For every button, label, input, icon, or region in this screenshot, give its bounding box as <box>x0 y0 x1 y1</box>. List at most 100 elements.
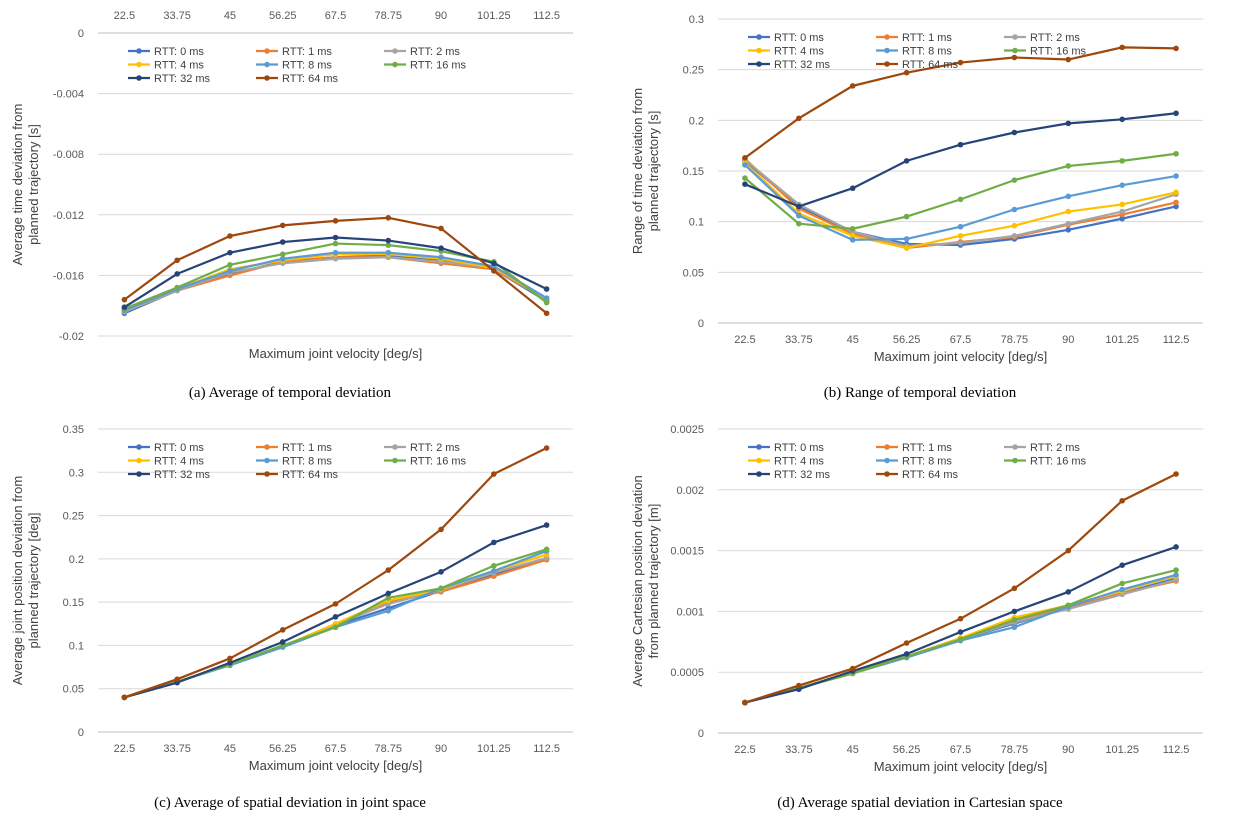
legend-swatch-marker <box>264 471 270 477</box>
legend-label: RTT: 1 ms <box>902 442 952 454</box>
data-point <box>227 268 233 274</box>
data-point <box>543 286 550 292</box>
data-point <box>279 222 286 229</box>
y-tick-label: 0.0005 <box>670 667 704 679</box>
data-point <box>796 115 802 122</box>
y-tick-label: 0.35 <box>63 424 84 436</box>
x-tick-label: 90 <box>435 743 447 755</box>
x-tick-label: 56.25 <box>893 744 921 756</box>
x-tick-label: 33.75 <box>163 743 191 755</box>
x-tick-label: 67.5 <box>325 10 346 22</box>
x-tick-label: 90 <box>1062 334 1074 346</box>
data-point <box>227 233 233 239</box>
data-point <box>227 249 233 256</box>
legend-swatch-marker <box>756 457 762 464</box>
x-tick-label: 33.75 <box>785 334 813 346</box>
data-point <box>1119 208 1125 215</box>
legend-label: RTT: 32 ms <box>154 73 211 85</box>
x-tick-label: 67.5 <box>950 744 971 756</box>
legend-swatch-marker <box>1012 457 1018 464</box>
x-axis-label: Maximum joint velocity [deg/s] <box>874 349 1047 364</box>
data-point <box>1173 544 1179 550</box>
x-tick-label: 90 <box>1062 744 1074 756</box>
legend-label: RTT: 16 ms <box>1030 456 1087 468</box>
x-axis-label: Maximum joint velocity [deg/s] <box>249 346 422 361</box>
y-tick-label: 0.3 <box>689 14 704 26</box>
data-point <box>1065 120 1072 127</box>
x-tick-label: 101.25 <box>1105 744 1139 756</box>
x-axis-label: Maximum joint velocity [deg/s] <box>874 759 1047 774</box>
data-point <box>1065 56 1072 63</box>
legend-label: RTT: 2 ms <box>410 442 460 454</box>
data-point <box>385 595 392 601</box>
y-tick-label: 0.05 <box>63 684 84 696</box>
data-point <box>957 636 964 643</box>
legend-swatch-marker <box>756 471 762 477</box>
series-line <box>124 524 547 699</box>
legend-swatch-marker <box>264 444 270 450</box>
legend-label: RTT: 4 ms <box>774 456 824 468</box>
chart-b-range-temporal-deviation: 0 0.05 0.1 0.15 0.2 0.25 0.3 22.5 33.75 45 56.25 67… <box>630 14 1203 364</box>
x-tick-label: 45 <box>224 10 236 22</box>
data-point <box>1119 116 1125 123</box>
legend-swatch-marker <box>884 34 890 40</box>
y-tick-label: -0.008 <box>53 149 84 161</box>
data-point <box>121 304 128 311</box>
legend-label: RTT: 32 ms <box>774 59 831 71</box>
legend-label: RTT: 0 ms <box>154 442 204 454</box>
data-point <box>849 237 856 243</box>
legend-label: RTT: 4 ms <box>154 60 204 72</box>
legend-swatch-marker <box>264 457 270 464</box>
data-point <box>1173 173 1179 179</box>
x-tick-label: 45 <box>224 743 236 755</box>
y-tick-label: 0 <box>78 727 84 739</box>
x-tick-label: 101.25 <box>477 743 511 755</box>
data-point <box>1065 163 1072 169</box>
data-point <box>438 225 444 232</box>
x-axis-label: Maximum joint velocity [deg/s] <box>249 758 422 773</box>
legend-label: RTT: 32 ms <box>774 469 831 481</box>
legend-label: RTT: 64 ms <box>902 469 959 481</box>
data-point <box>1065 547 1072 554</box>
data-point <box>543 445 550 451</box>
y-tick-label: 0.1 <box>69 640 84 652</box>
legend-label: RTT: 16 ms <box>410 456 467 468</box>
legend-swatch-marker <box>1012 47 1018 54</box>
data-point <box>1173 567 1179 573</box>
data-point <box>1011 233 1018 239</box>
data-point <box>385 237 392 244</box>
data-point <box>957 196 964 203</box>
caption-b: (b) Range of temporal deviation <box>823 385 1017 401</box>
data-point <box>1011 624 1018 631</box>
y-tick-label: 0 <box>698 318 704 330</box>
data-point <box>849 185 856 192</box>
data-point <box>903 158 910 164</box>
y-tick-label: 0.002 <box>676 485 704 497</box>
legend-swatch-marker <box>884 61 890 67</box>
data-point <box>957 59 964 66</box>
y-tick-label: 0.05 <box>683 267 704 279</box>
data-point <box>174 257 180 264</box>
data-point <box>491 568 497 574</box>
data-point <box>332 255 339 262</box>
x-tick-label: 112.5 <box>1163 334 1190 346</box>
legend-label: RTT: 64 ms <box>902 59 959 71</box>
caption-c: (c) Average of spatial deviation in join… <box>154 795 426 811</box>
y-axis-label: Average joint position deviation frompla… <box>10 476 41 685</box>
legend-label: RTT: 2 ms <box>1030 32 1080 44</box>
legend-label: RTT: 32 ms <box>154 469 211 481</box>
data-point <box>796 212 802 219</box>
legend-label: RTT: 0 ms <box>774 442 824 454</box>
data-point <box>279 255 286 262</box>
legend-label: RTT: 8 ms <box>282 456 332 468</box>
data-point <box>1173 199 1179 206</box>
legend-label: RTT: 0 ms <box>774 32 824 44</box>
legend-swatch-marker <box>392 61 398 68</box>
data-point <box>849 225 856 232</box>
y-axis-label: Average time deviation fromplanned traje… <box>10 104 41 266</box>
legend-swatch-marker <box>756 444 762 450</box>
data-point <box>1011 54 1018 61</box>
legend-label: RTT: 16 ms <box>410 60 467 72</box>
data-point <box>1173 45 1179 52</box>
x-tick-label: 45 <box>847 334 859 346</box>
